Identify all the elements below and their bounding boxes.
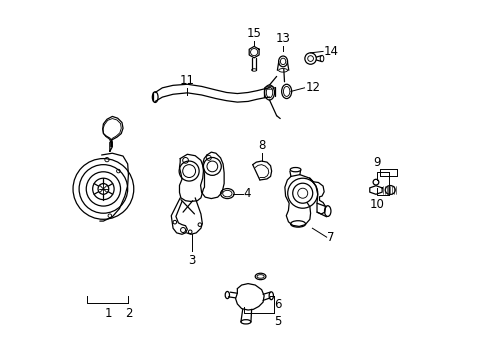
Text: 14: 14 — [323, 45, 338, 58]
Text: 6: 6 — [274, 298, 282, 311]
Text: 8: 8 — [258, 139, 265, 152]
Text: 2: 2 — [124, 307, 132, 320]
Text: 13: 13 — [275, 32, 290, 45]
Text: 10: 10 — [368, 198, 384, 211]
Text: 5: 5 — [274, 315, 281, 328]
Text: 1: 1 — [104, 307, 112, 320]
Text: 15: 15 — [246, 27, 261, 40]
Text: 3: 3 — [187, 254, 195, 267]
Text: 12: 12 — [305, 81, 320, 94]
Text: 7: 7 — [326, 231, 334, 244]
Text: 11: 11 — [180, 74, 194, 87]
Text: 9: 9 — [372, 156, 380, 169]
Text: 4: 4 — [243, 187, 250, 200]
